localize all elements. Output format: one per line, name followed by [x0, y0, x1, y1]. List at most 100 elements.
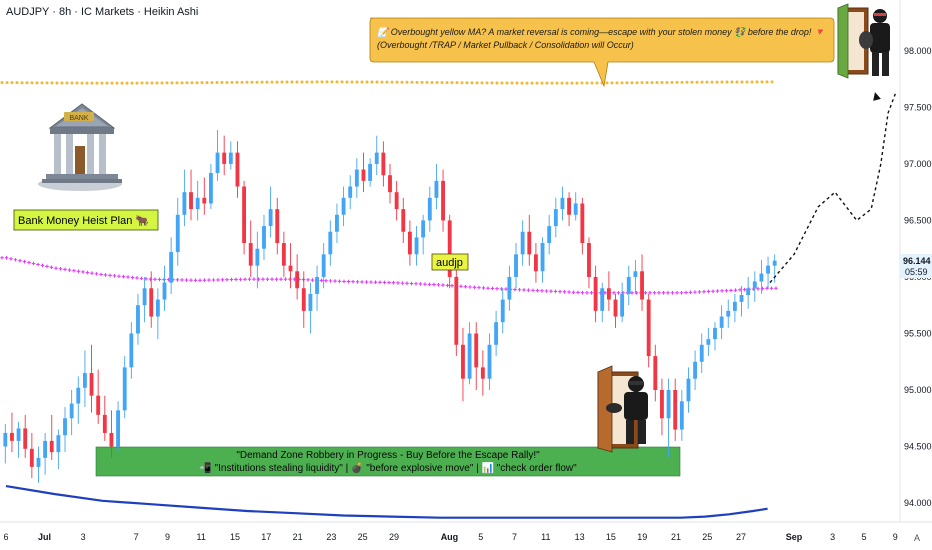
candle-body: [474, 333, 479, 368]
ma-magenta-mark: [702, 289, 706, 294]
ma-yellow-dot: [710, 80, 714, 84]
candle: [454, 265, 459, 357]
candle: [620, 282, 625, 323]
candle: [36, 446, 41, 483]
x-tick-label: 7: [134, 532, 139, 542]
ma-magenta-mark: [270, 277, 274, 282]
candle-body: [149, 288, 154, 317]
ma-yellow-dot: [180, 81, 184, 85]
candle-body: [335, 214, 339, 232]
candle: [374, 135, 379, 176]
candle: [693, 350, 698, 390]
candles-series[interactable]: [3, 130, 777, 483]
x-tick-label: 9: [893, 532, 898, 542]
ma-magenta-mark: [108, 273, 112, 278]
demand-zone-box[interactable]: [95, 446, 681, 477]
ma-magenta-mark: [472, 285, 477, 290]
ma-magenta-mark: [540, 288, 544, 293]
candle-body: [295, 271, 300, 289]
ma-magenta-mark: [27, 260, 31, 265]
x-tick-label: 6: [3, 532, 8, 542]
ma-yellow-dot: [635, 81, 639, 85]
candle: [772, 254, 777, 283]
ma-yellow-dot: [435, 80, 439, 84]
candle-body: [580, 203, 585, 244]
candle-body: [719, 316, 724, 328]
ma-yellow-dot: [735, 80, 739, 84]
current-price-label: [900, 254, 932, 278]
ma-yellow-dot: [700, 80, 704, 84]
ma-yellow-dot: [440, 81, 444, 85]
candle: [401, 197, 406, 244]
ma-magenta-mark: [279, 277, 283, 282]
candle: [49, 414, 54, 461]
ma-magenta-mark: [76, 269, 81, 274]
ma-yellow-dot: [20, 81, 24, 85]
ma-yellow-dot: [720, 80, 724, 84]
candle: [242, 180, 247, 255]
ma-magenta-mark: [31, 261, 36, 266]
ma-magenta-mark: [243, 277, 247, 282]
ma-magenta-mark: [418, 282, 423, 286]
candle-body: [527, 231, 532, 255]
candle-body: [69, 403, 74, 419]
candle-body: [281, 243, 286, 266]
ma-magenta-mark: [450, 283, 454, 288]
ma-yellow-dot: [590, 81, 594, 85]
pair-tag-box: [431, 253, 469, 271]
ma-yellow-dot: [190, 81, 194, 85]
ma-yellow-dot: [680, 80, 684, 84]
candle: [162, 265, 167, 311]
candle-body: [732, 301, 737, 311]
candle: [215, 130, 220, 181]
reversal-callout[interactable]: 📝 Overbought yellow MA? A market reversa…: [369, 17, 835, 88]
auto-scale-toggle[interactable]: A: [914, 533, 920, 543]
candle-body: [461, 344, 465, 379]
ma-yellow-dot: [35, 81, 39, 85]
ma-yellow-dot: [530, 81, 534, 85]
ma-yellow-dot: [675, 80, 679, 84]
candle-body: [646, 299, 651, 357]
candle-body: [553, 209, 558, 227]
candle: [686, 367, 691, 413]
time-axis[interactable]: 6 Jul 3 7 9 11 15 17 21 23 25 29 Aug 5 7 11 13 15 19 21 25 27…: [3, 532, 897, 542]
ma-yellow-dot: [95, 81, 99, 85]
candle: [553, 197, 558, 238]
ma-yellow-dot: [45, 81, 49, 85]
ma-yellow-dot: [515, 81, 519, 85]
candle-body: [255, 248, 260, 266]
ma-magenta-mark: [679, 290, 684, 295]
candle-body: [640, 271, 644, 300]
ma-magenta-mark: [612, 290, 616, 295]
candle: [494, 310, 499, 357]
ma-magenta-mark: [526, 288, 531, 292]
candle-body: [746, 288, 751, 296]
ma-yellow-dot: [765, 80, 769, 84]
candle-body: [109, 432, 114, 447]
ma-magenta-mark: [486, 286, 490, 291]
ma-yellow-dot: [270, 80, 274, 84]
ma-yellow-dot: [730, 80, 734, 84]
ma-yellow-dot: [125, 81, 129, 85]
candle-body: [666, 390, 671, 419]
candle-body: [169, 252, 174, 283]
candle-body: [43, 440, 48, 458]
ma-yellow-dot: [690, 80, 694, 84]
ma-magenta-mark: [495, 286, 499, 291]
ma-yellow-dot: [520, 81, 524, 85]
ma-magenta-mark: [139, 276, 144, 281]
ma-yellow-dot: [540, 81, 544, 85]
ma-magenta-mark: [94, 272, 99, 276]
candle-body: [533, 254, 538, 272]
candle-body: [487, 344, 492, 379]
candle-body: [102, 414, 107, 433]
candle-body: [202, 197, 207, 204]
ma-yellow-dot: [595, 81, 599, 85]
ma-magenta-mark: [175, 278, 180, 282]
candle-body: [321, 254, 326, 277]
ma-yellow-dot: [625, 81, 629, 85]
robber-escape-icon: [837, 3, 890, 79]
ma-magenta-mark: [54, 266, 58, 270]
ma-yellow-dot: [295, 80, 299, 84]
